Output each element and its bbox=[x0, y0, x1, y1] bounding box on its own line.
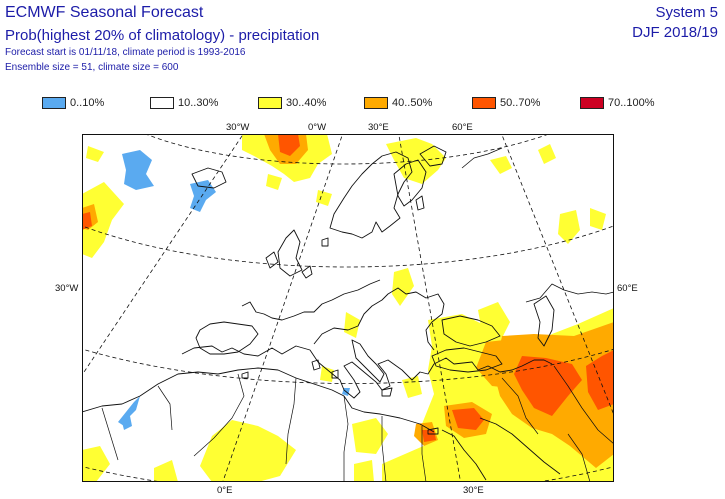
grid-label-right-60e: 60°E bbox=[617, 283, 638, 294]
legend-swatch bbox=[150, 97, 174, 109]
ensemble-size-text: Ensemble size = 51, climate size = 600 bbox=[5, 62, 179, 73]
graticule bbox=[82, 134, 614, 482]
legend-label: 40..50% bbox=[392, 97, 433, 109]
precipitation-map bbox=[82, 134, 614, 482]
coastlines bbox=[82, 145, 614, 482]
legend-label: 70..100% bbox=[608, 97, 655, 109]
legend-label: 30..40% bbox=[286, 97, 327, 109]
grid-label-bottom-30e: 30°E bbox=[463, 485, 484, 496]
legend-label: 0..10% bbox=[70, 97, 105, 109]
grid-label-top-60e: 60°E bbox=[452, 122, 473, 133]
prob-0-10-areas bbox=[118, 150, 350, 430]
grid-label-top-30e: 30°E bbox=[368, 122, 389, 133]
legend-item-40-50: 40..50% bbox=[364, 96, 432, 110]
map-title: ECMWF Seasonal Forecast bbox=[5, 4, 204, 21]
legend-item-50-70: 50..70% bbox=[472, 96, 540, 110]
map-subtitle: Prob(highest 20% of climatology) - preci… bbox=[5, 27, 320, 44]
grid-label-bottom-0: 0°E bbox=[217, 485, 233, 496]
legend-swatch bbox=[364, 97, 388, 109]
legend-item-30-40: 30..40% bbox=[258, 96, 326, 110]
grid-label-top-0: 0°W bbox=[308, 122, 327, 133]
prob-50-70-areas bbox=[82, 134, 614, 442]
forecast-start-text: Forecast start is 01/11/18, climate peri… bbox=[5, 47, 246, 58]
system-label: System 5 bbox=[655, 4, 718, 21]
season-label: DJF 2018/19 bbox=[632, 24, 718, 41]
legend-swatch bbox=[580, 97, 604, 109]
grid-label-left-30w: 30°W bbox=[55, 283, 79, 294]
legend-item-0-10: 0..10% bbox=[42, 96, 104, 110]
legend-swatch bbox=[258, 97, 282, 109]
legend-item-70-100: 70..100% bbox=[580, 96, 654, 110]
legend-swatch bbox=[42, 97, 66, 109]
legend-label: 50..70% bbox=[500, 97, 541, 109]
grid-label-top-30w: 30°W bbox=[226, 122, 250, 133]
map-frame bbox=[82, 134, 614, 482]
legend-item-10-30: 10..30% bbox=[150, 96, 218, 110]
legend-swatch bbox=[472, 97, 496, 109]
legend-label: 10..30% bbox=[178, 97, 219, 109]
